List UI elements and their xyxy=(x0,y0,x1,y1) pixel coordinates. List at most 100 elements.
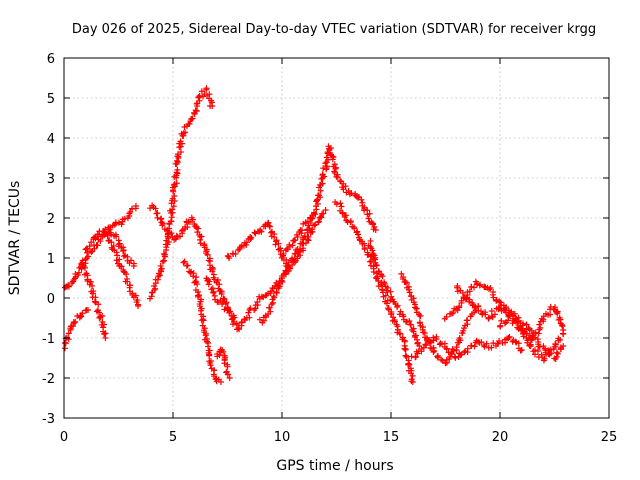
data-point xyxy=(513,315,520,322)
data-point xyxy=(485,315,492,322)
data-point xyxy=(490,294,497,301)
data-point xyxy=(268,288,275,295)
data-point xyxy=(214,276,221,283)
data-point xyxy=(433,336,440,343)
data-point xyxy=(108,239,115,246)
data-point xyxy=(496,298,503,305)
data-point xyxy=(174,166,181,173)
data-point xyxy=(268,301,275,308)
data-point xyxy=(95,301,102,308)
data-point xyxy=(400,275,407,282)
data-point xyxy=(198,233,205,240)
data-point xyxy=(322,207,329,213)
data-point xyxy=(354,194,361,201)
data-point xyxy=(280,250,287,257)
data-point xyxy=(517,347,524,354)
data-point xyxy=(88,248,95,255)
data-point xyxy=(466,296,473,303)
data-point xyxy=(315,192,322,199)
data-point xyxy=(534,348,541,355)
data-point xyxy=(394,326,401,333)
data-point xyxy=(266,304,273,311)
data-point xyxy=(123,271,130,278)
data-point xyxy=(182,129,189,136)
data-point xyxy=(459,290,466,297)
data-point xyxy=(532,329,539,336)
series-track-17 xyxy=(408,333,525,361)
data-point xyxy=(402,318,409,325)
data-point xyxy=(130,263,137,269)
data-point xyxy=(442,359,449,366)
data-point xyxy=(317,182,324,189)
data-point xyxy=(100,321,107,328)
data-point xyxy=(198,311,205,318)
data-point xyxy=(248,234,255,241)
data-point xyxy=(387,311,394,318)
data-point xyxy=(198,296,205,303)
series-track-14 xyxy=(332,199,416,385)
data-point xyxy=(203,246,210,253)
data-point xyxy=(354,231,361,238)
series-track-12 xyxy=(256,215,316,326)
data-point xyxy=(323,154,330,161)
data-point xyxy=(275,240,282,247)
data-point xyxy=(557,336,564,343)
data-point xyxy=(461,325,468,332)
data-point xyxy=(431,347,438,354)
data-point xyxy=(254,298,261,305)
data-point xyxy=(512,338,519,345)
data-point xyxy=(497,323,504,330)
data-point xyxy=(471,343,478,350)
data-point xyxy=(506,333,513,340)
data-point xyxy=(509,313,516,320)
data-point xyxy=(202,332,209,339)
data-point xyxy=(206,278,213,285)
series-track-3 xyxy=(78,257,109,341)
data-point xyxy=(97,238,104,245)
data-point xyxy=(296,246,303,253)
data-point xyxy=(320,210,327,217)
data-point xyxy=(229,315,236,322)
data-point xyxy=(72,270,79,277)
data-point xyxy=(106,226,113,233)
data-point xyxy=(69,323,76,330)
data-point xyxy=(84,277,91,284)
data-point xyxy=(82,264,89,271)
data-point xyxy=(441,340,448,347)
data-point xyxy=(72,318,79,325)
series-track-20 xyxy=(497,303,567,343)
data-point xyxy=(398,270,405,277)
data-point xyxy=(193,274,200,281)
data-point xyxy=(173,232,180,239)
data-point xyxy=(127,209,134,216)
data-point xyxy=(526,332,533,339)
y-tick-label: 5 xyxy=(47,92,55,107)
data-point xyxy=(204,251,211,258)
data-point xyxy=(460,327,467,334)
data-point xyxy=(120,253,127,260)
data-point xyxy=(165,230,172,237)
data-point xyxy=(84,307,91,313)
data-point xyxy=(164,226,171,233)
data-point xyxy=(443,346,450,353)
data-point xyxy=(315,218,322,225)
data-point xyxy=(369,220,376,227)
data-point xyxy=(456,303,463,310)
chart-title: Day 026 of 2025, Sidereal Day-to-day VTE… xyxy=(72,22,596,37)
data-point xyxy=(397,308,404,315)
data-point xyxy=(224,363,231,370)
data-point xyxy=(375,278,382,285)
data-point xyxy=(160,257,167,264)
data-point xyxy=(85,253,92,260)
data-point xyxy=(397,331,404,338)
data-point xyxy=(448,310,455,317)
data-point xyxy=(156,272,163,279)
data-point xyxy=(168,214,175,221)
data-point xyxy=(243,241,250,248)
data-point xyxy=(560,343,567,349)
data-point xyxy=(95,309,102,316)
data-point xyxy=(387,288,394,295)
data-point xyxy=(62,345,68,352)
data-point xyxy=(464,317,471,324)
